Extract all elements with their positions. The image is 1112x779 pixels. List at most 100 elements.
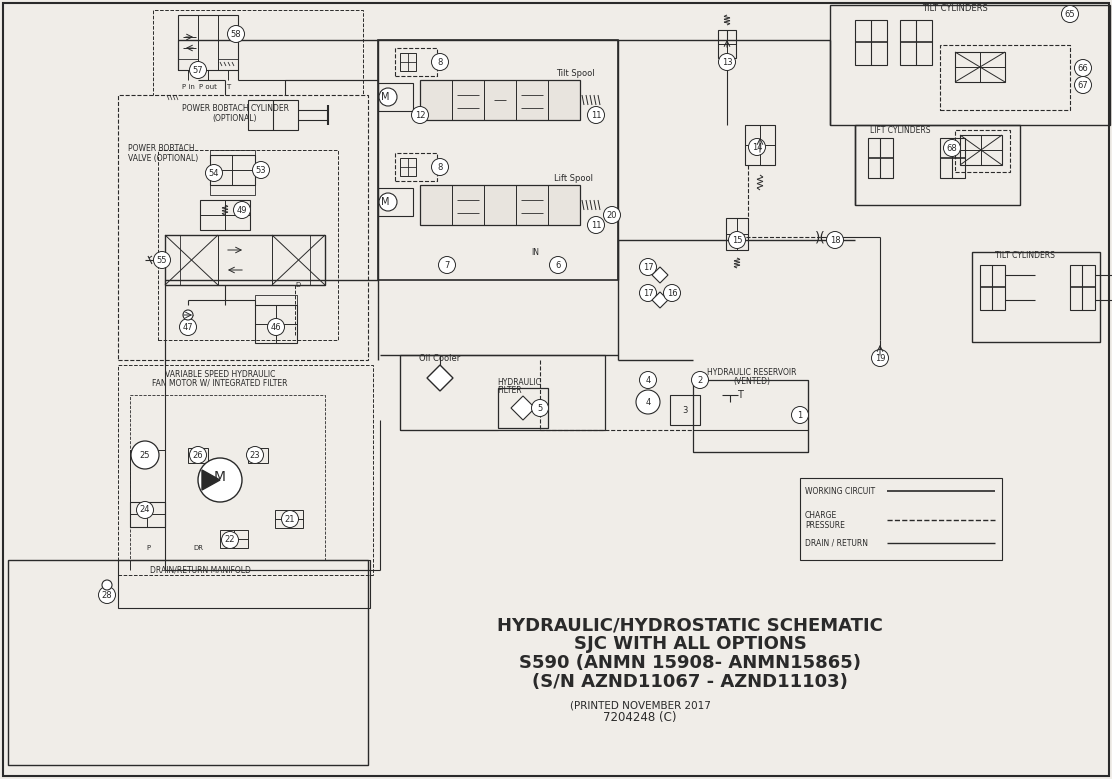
Text: 65: 65: [1064, 9, 1075, 19]
Circle shape: [252, 161, 269, 178]
Polygon shape: [202, 470, 220, 490]
Text: 17: 17: [643, 263, 654, 272]
Bar: [178, 59, 198, 70]
Bar: [158, 150, 338, 340]
Bar: [940, 45, 1070, 110]
Bar: [830, 5, 1110, 125]
Text: HYDRAULIC RESERVOIR: HYDRAULIC RESERVOIR: [707, 368, 797, 376]
Circle shape: [1074, 76, 1092, 93]
Bar: [395, 153, 437, 181]
Circle shape: [379, 193, 397, 211]
Text: 3: 3: [683, 406, 687, 414]
Text: LIFT CYLINDERS: LIFT CYLINDERS: [870, 125, 931, 135]
Text: (VENTED): (VENTED): [734, 376, 771, 386]
Text: P: P: [146, 545, 150, 551]
Text: 15: 15: [732, 235, 742, 245]
Circle shape: [189, 62, 207, 79]
Text: D: D: [295, 282, 300, 288]
Text: (OPTIONAL): (OPTIONAL): [212, 114, 257, 122]
Bar: [130, 502, 165, 527]
Circle shape: [604, 206, 620, 224]
Circle shape: [228, 26, 245, 43]
Circle shape: [179, 319, 197, 336]
Bar: [210, 185, 255, 195]
Bar: [420, 80, 580, 120]
Bar: [248, 448, 268, 463]
Bar: [378, 83, 413, 111]
Circle shape: [587, 107, 605, 124]
Bar: [378, 188, 413, 216]
Circle shape: [826, 231, 844, 249]
Text: 8: 8: [437, 58, 443, 66]
Text: 1: 1: [797, 411, 803, 420]
Text: 12: 12: [415, 111, 425, 119]
Text: POWER BOBTACH: POWER BOBTACH: [128, 143, 195, 153]
Text: P out: P out: [199, 84, 217, 90]
Bar: [671, 395, 699, 425]
Bar: [420, 185, 580, 225]
Text: FAN MOTOR W/ INTEGRATED FILTER: FAN MOTOR W/ INTEGRATED FILTER: [152, 379, 288, 387]
Text: 55: 55: [157, 256, 167, 265]
Circle shape: [532, 400, 548, 417]
Text: 22: 22: [225, 535, 236, 545]
Text: S590 (ANMN 15908- ANMN15865): S590 (ANMN 15908- ANMN15865): [519, 654, 861, 672]
Bar: [718, 30, 736, 58]
Circle shape: [718, 54, 735, 71]
Text: FILTER: FILTER: [497, 386, 522, 394]
Text: 4: 4: [645, 397, 651, 407]
Bar: [400, 53, 416, 71]
Text: T: T: [737, 390, 743, 400]
Text: DRAIN / RETURN: DRAIN / RETURN: [805, 538, 868, 548]
Text: 11: 11: [590, 220, 602, 230]
Circle shape: [639, 372, 656, 389]
Text: 47: 47: [182, 323, 193, 332]
Text: 58: 58: [230, 30, 241, 38]
Bar: [745, 125, 775, 165]
Bar: [980, 265, 1005, 310]
Text: M: M: [214, 470, 226, 484]
Text: PRESSURE: PRESSURE: [805, 521, 845, 530]
Circle shape: [728, 231, 745, 249]
Text: 6: 6: [555, 260, 560, 270]
Polygon shape: [652, 292, 668, 308]
Text: DRAIN/RETURN MANIFOLD: DRAIN/RETURN MANIFOLD: [149, 566, 250, 574]
Bar: [960, 135, 1002, 165]
Polygon shape: [652, 267, 668, 283]
Circle shape: [1062, 5, 1079, 23]
Text: )(: )(: [815, 230, 825, 244]
Bar: [972, 252, 1100, 342]
Text: POWER BOBTACH CYLINDER: POWER BOBTACH CYLINDER: [181, 104, 288, 112]
Text: 4: 4: [645, 375, 651, 385]
Circle shape: [102, 580, 112, 590]
Text: M: M: [380, 92, 389, 102]
Circle shape: [153, 252, 170, 269]
Circle shape: [137, 446, 153, 464]
Circle shape: [221, 531, 238, 548]
Circle shape: [636, 390, 661, 414]
Circle shape: [206, 164, 222, 182]
Circle shape: [872, 350, 888, 366]
Circle shape: [431, 158, 448, 175]
Text: CHARGE: CHARGE: [805, 510, 837, 520]
Polygon shape: [512, 396, 535, 420]
Circle shape: [247, 446, 264, 464]
Circle shape: [664, 284, 681, 301]
Bar: [395, 48, 437, 76]
Text: WORKING CIRCUIT: WORKING CIRCUIT: [805, 487, 875, 495]
Text: HYDRAULIC/HYDROSTATIC SCHEMATIC: HYDRAULIC/HYDROSTATIC SCHEMATIC: [497, 616, 883, 634]
Bar: [940, 138, 965, 178]
Bar: [498, 388, 548, 428]
Text: 24: 24: [140, 506, 150, 514]
Text: 19: 19: [875, 354, 885, 362]
Circle shape: [431, 54, 448, 71]
Polygon shape: [427, 365, 453, 391]
Text: P in: P in: [181, 84, 195, 90]
Bar: [188, 448, 208, 463]
Circle shape: [99, 587, 116, 604]
Text: 66: 66: [1078, 64, 1089, 72]
Bar: [210, 150, 255, 155]
Bar: [955, 52, 1005, 82]
Text: DR: DR: [193, 545, 203, 551]
Text: IN: IN: [532, 248, 539, 256]
Circle shape: [268, 319, 285, 336]
